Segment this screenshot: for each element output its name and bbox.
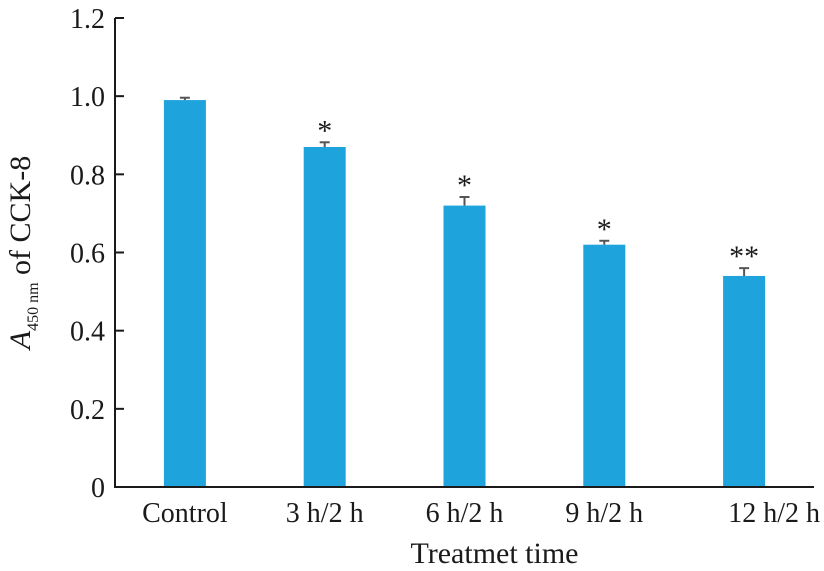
- y-axis-title: A450 nm of CCK-8: [4, 156, 42, 351]
- bar: [163, 100, 206, 487]
- y-tick-label: 0.4: [70, 317, 105, 348]
- significance-marker: *: [457, 169, 472, 202]
- x-tick-label: Control: [142, 498, 228, 529]
- y-tick-label: 0.8: [70, 160, 105, 191]
- x-axis-title: Treatmet time: [410, 537, 578, 570]
- error-bars: [179, 96, 750, 276]
- y-axis-ticks: 0 0.2 0.4 0.6 0.8 1.0 1.2: [70, 4, 124, 504]
- y-axis-title-subscript: 450 nm: [25, 282, 42, 331]
- y-tick-label: 0.2: [70, 395, 105, 426]
- x-tick-label: 3 h/2 h: [286, 498, 364, 529]
- y-axis-title-symbol: A: [4, 330, 37, 351]
- significance-marker: *: [597, 213, 612, 246]
- y-tick-label: 0.6: [70, 239, 105, 270]
- bars: [163, 100, 766, 487]
- significance-marker: **: [729, 240, 759, 273]
- bar: [303, 146, 346, 487]
- x-tick-label: 12 h/2 h: [728, 498, 820, 529]
- y-tick-label: 1.2: [70, 4, 105, 35]
- x-tick-label: 9 h/2 h: [565, 498, 643, 529]
- significance-markers: *****: [317, 114, 759, 273]
- bar: [723, 275, 766, 487]
- y-tick-label: 1.0: [70, 82, 105, 113]
- bar: [583, 244, 626, 487]
- x-axis-tick-labels: Control 3 h/2 h 6 h/2 h 9 h/2 h 12 h/2 h: [142, 498, 820, 529]
- y-axis-title-rest: of CCK-8: [4, 156, 37, 283]
- x-tick-label: 6 h/2 h: [426, 498, 504, 529]
- bar: [443, 205, 486, 487]
- y-tick-label: 0: [91, 473, 105, 504]
- significance-marker: *: [317, 114, 332, 147]
